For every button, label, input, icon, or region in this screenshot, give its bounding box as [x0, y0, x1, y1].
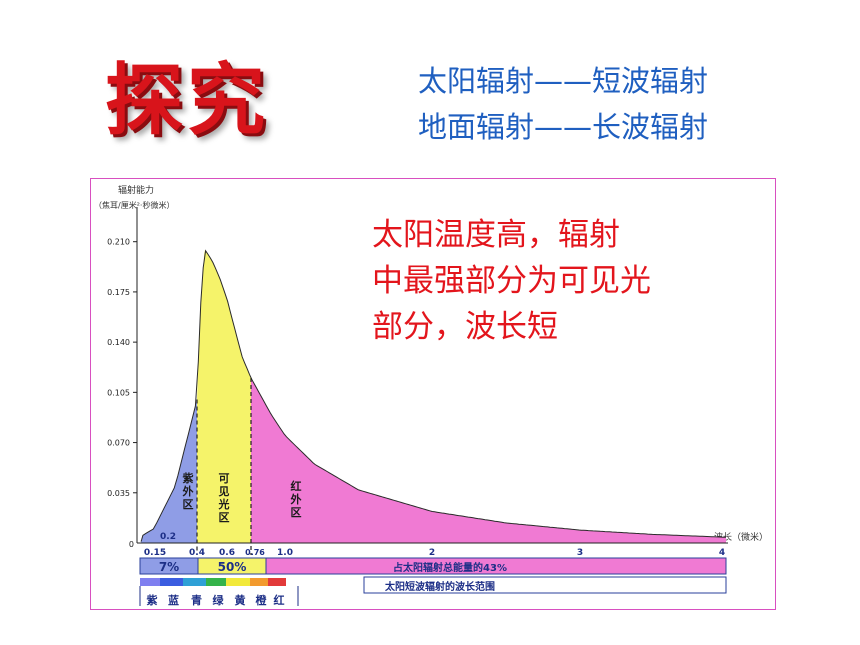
spectrum-label-4: 黄: [235, 593, 246, 607]
x-tick-label-4: 0.76: [245, 548, 265, 557]
page-title: 探究: [105, 55, 270, 146]
spectrum-label-2: 青: [191, 593, 202, 607]
y-tick-label-4: 0.175: [107, 288, 130, 297]
region-label-0-char-1: 外: [182, 484, 194, 498]
y-tick-label-zero: 0: [129, 540, 134, 549]
x-tick-label-2: 0.4: [189, 548, 205, 558]
spectrum-label-5: 橙: [256, 593, 268, 607]
subtitle-solar-radiation: 太阳辐射——短波辐射: [418, 64, 709, 98]
spectrum-swatch-0: [140, 578, 160, 586]
region-label-0-char-0: 紫: [183, 471, 194, 485]
callout-line-3: 部分，波长短: [372, 309, 558, 345]
bar-infrared-43pct-label: 占太阳辐射总能量的43%: [393, 561, 507, 574]
region-label-2-char-1: 外: [290, 492, 302, 506]
region-label-1-char-0: 可: [219, 472, 230, 485]
y-tick-label-5: 0.210: [107, 238, 130, 247]
callout-line-2: 中最强部分为可见光: [372, 263, 651, 299]
region-label-0-char-2: 区: [183, 498, 194, 511]
y-tick-label-3: 0.140: [107, 338, 130, 347]
bar-infrared-43pct: [265, 557, 727, 575]
region-label-1-char-2: 光: [218, 497, 230, 511]
callout-line-1: 太阳温度高，辐射: [372, 217, 620, 253]
region-area-0: [143, 399, 197, 543]
callout-text: 太阳温度高，辐射 中最强部分为可见光 部分，波长短: [372, 212, 732, 350]
x-tick-label-3: 0.6: [219, 548, 235, 558]
x-tick-label-6: 2: [429, 548, 435, 558]
spectrum-swatch-6: [268, 578, 286, 586]
spectrum-swatch-4: [226, 578, 250, 586]
y-tick-label-2: 0.105: [107, 388, 130, 397]
y-tick-label-1: 0.070: [107, 439, 130, 448]
subtitle-ground-radiation: 地面辐射——长波辐射: [418, 110, 709, 144]
x-tick-label-7: 3: [577, 548, 583, 558]
spectrum-label-6: 红: [274, 593, 285, 607]
y-axis-unit: （焦耳/厘米²·秒微米）: [94, 200, 174, 210]
x-tick-label-0: 0.2: [160, 532, 176, 542]
x-axis-title: 波长（微米）: [714, 531, 768, 543]
spectrum-swatch-1: [160, 578, 183, 586]
radiation-curve: [140, 249, 727, 542]
bar-shortwave-range-label: 太阳短波辐射的波长范围: [384, 580, 495, 593]
bar-visible-50pct-label: 50%: [218, 560, 247, 574]
bar-shortwave-range: [363, 576, 727, 594]
spectrum-label-0: 紫: [147, 593, 158, 607]
spectrum-swatch-3: [206, 578, 226, 586]
region-label-1-char-1: 见: [219, 485, 230, 498]
region-label-2-char-2: 区: [291, 506, 302, 519]
region-label-1-char-3: 区: [219, 511, 230, 524]
spectrum-label-1: 蓝: [168, 593, 179, 607]
region-label-2-char-0: 红: [291, 479, 302, 493]
y-axis-title: 辐射能力: [118, 184, 154, 196]
region-area-1: [197, 249, 251, 544]
region-area-2: [251, 378, 726, 543]
x-tick-label-8: 4: [719, 548, 725, 558]
x-tick-label-1: 0.15: [144, 548, 166, 558]
spectrum-label-3: 绿: [213, 593, 225, 607]
bar-uv-7pct-label: 7%: [159, 560, 179, 574]
spectrum-swatch-2: [183, 578, 206, 586]
x-tick-label-5: 1.0: [277, 548, 293, 558]
y-tick-label-0: 0.035: [107, 489, 130, 498]
spectrum-swatch-5: [250, 578, 268, 586]
